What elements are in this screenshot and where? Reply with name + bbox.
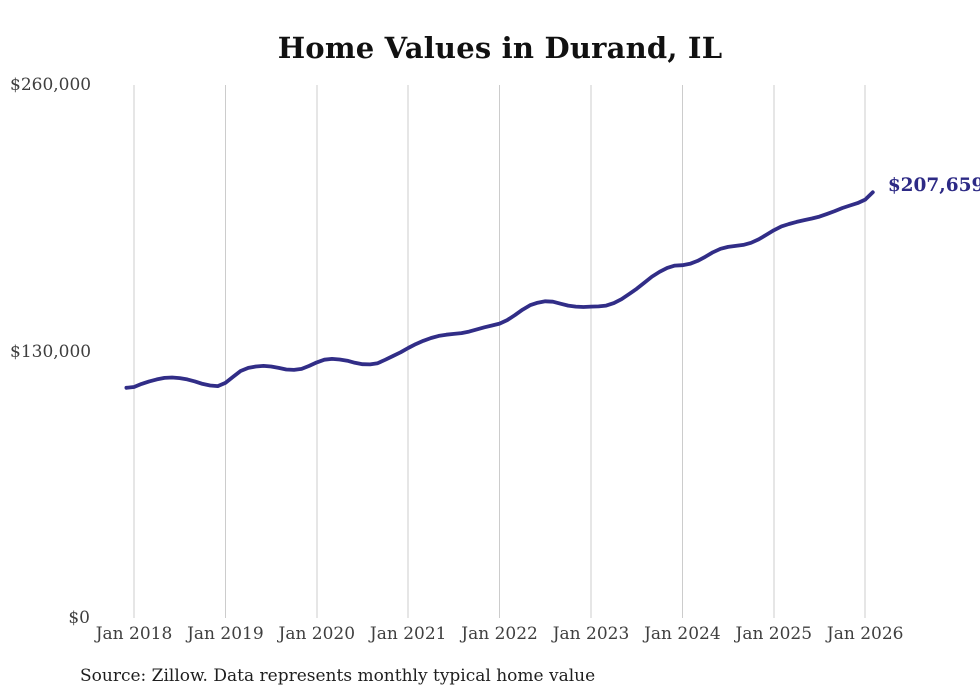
- x-tick-label: Jan 2021: [369, 624, 447, 644]
- y-tick-label: $0: [68, 608, 90, 628]
- latest-value-label: $207,659: [887, 175, 980, 197]
- x-tick-label: Jan 2019: [187, 624, 264, 644]
- x-tick-label: Jan 2025: [735, 624, 813, 644]
- source-note: Source: Zillow. Data represents monthly …: [80, 666, 596, 686]
- chart-title: Home Values in Durand, IL: [277, 31, 723, 65]
- x-tick-label: Jan 2024: [644, 624, 721, 644]
- y-tick-label: $260,000: [10, 75, 92, 95]
- y-tick-label: $130,000: [10, 341, 92, 362]
- x-tick-label: Jan 2022: [461, 624, 538, 644]
- x-tick-label: Jan 2020: [278, 624, 356, 644]
- home-value-line: [124, 190, 875, 390]
- x-tick-label: Jan 2026: [826, 624, 904, 644]
- x-tick-label: Jan 2018: [95, 624, 173, 644]
- x-tick-label: Jan 2023: [552, 624, 630, 644]
